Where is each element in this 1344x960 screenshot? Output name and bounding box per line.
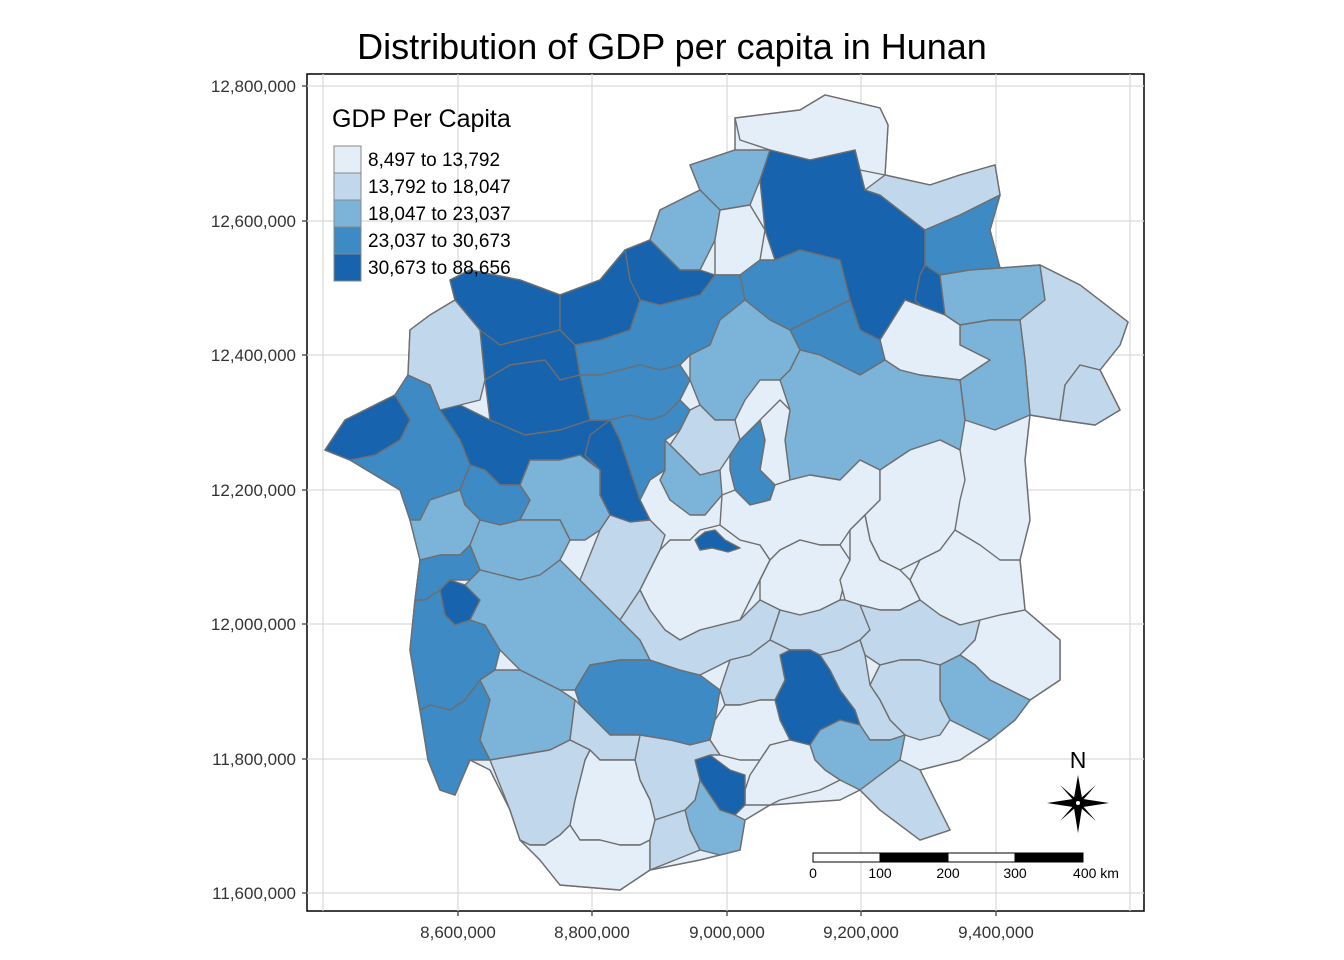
y-tick-label: 12,600,000 (211, 212, 296, 231)
legend-swatch (333, 253, 362, 282)
district-region (694, 529, 741, 553)
x-tick-label: 9,200,000 (823, 923, 899, 942)
north-arrow-label: N (1070, 747, 1087, 773)
legend-label: 23,037 to 30,673 (368, 231, 511, 252)
y-tick-label: 12,800,000 (211, 77, 296, 96)
y-tick-label: 12,200,000 (211, 481, 296, 500)
x-tick-label: 9,000,000 (689, 923, 765, 942)
y-axis-labels: 12,800,000 12,600,000 12,400,000 12,200,… (211, 77, 296, 903)
district-region (649, 809, 701, 871)
legend: GDP Per Capita 8,497 to 13,792 13,792 to … (332, 105, 511, 282)
x-axis-labels: 8,600,000 8,800,000 9,000,000 9,200,000 … (420, 923, 1034, 942)
legend-label: 30,673 to 88,656 (368, 258, 511, 279)
legend-label: 8,497 to 13,792 (368, 150, 500, 171)
district-region (734, 94, 889, 176)
legend-label: 18,047 to 23,037 (368, 204, 511, 225)
district-region (859, 759, 951, 841)
scale-bar-label: 200 (936, 865, 960, 881)
district-region (407, 299, 486, 411)
scale-bar-label: 0 (809, 865, 817, 881)
scale-bar: 0 100 200 300 400 km (809, 852, 1119, 881)
y-tick-label: 12,400,000 (211, 346, 296, 365)
compass-star-icon (1047, 775, 1109, 833)
scale-bar-label: 400 km (1073, 865, 1119, 881)
legend-swatch (333, 199, 362, 228)
scale-bar-label: 300 (1003, 865, 1027, 881)
district-region (1059, 364, 1121, 426)
y-tick-label: 12,000,000 (211, 615, 296, 634)
district-region (864, 164, 1001, 231)
scale-bar-label: 100 (868, 865, 892, 881)
x-tick-label: 9,400,000 (958, 923, 1034, 942)
legend-title: GDP Per Capita (332, 105, 511, 133)
y-tick-label: 11,600,000 (212, 884, 296, 903)
map-title: Distribution of GDP per capita in Hunan (357, 26, 987, 67)
north-arrow: N (1047, 747, 1109, 833)
legend-swatch (333, 226, 362, 255)
district-region (659, 439, 723, 516)
legend-swatch (333, 172, 362, 201)
district-region (959, 319, 1031, 431)
axis-ticks (302, 85, 997, 916)
y-tick-label: 11,800,000 (212, 750, 296, 769)
legend-label: 13,792 to 18,047 (368, 177, 511, 198)
district-region (519, 824, 651, 891)
x-tick-label: 8,800,000 (554, 923, 630, 942)
legend-swatch (333, 145, 362, 174)
x-tick-label: 8,600,000 (420, 923, 496, 942)
